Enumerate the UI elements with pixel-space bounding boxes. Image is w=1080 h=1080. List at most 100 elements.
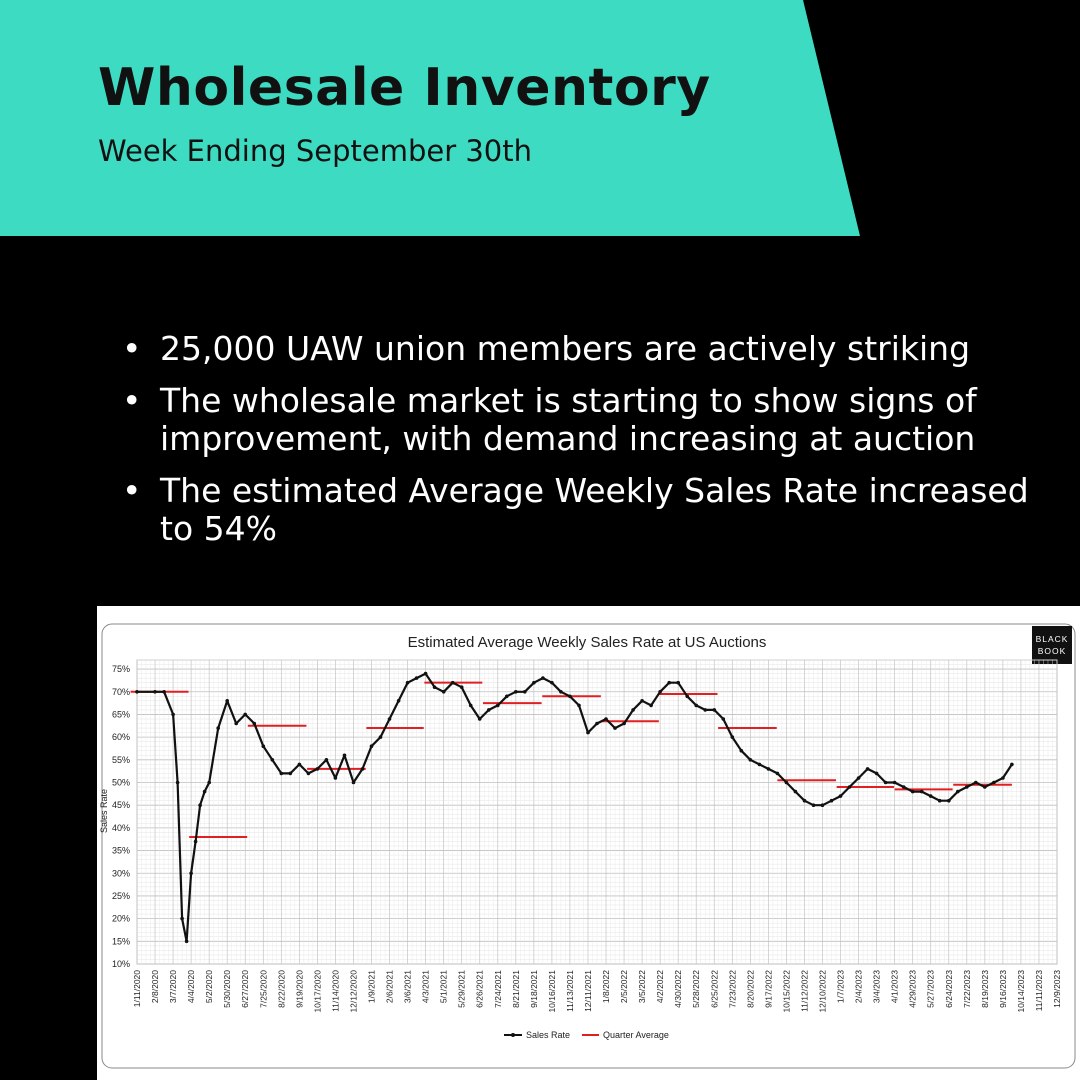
x-tick-label: 10/14/2023 bbox=[1016, 970, 1026, 1013]
x-tick-label: 3/6/2021 bbox=[403, 970, 413, 1003]
logo-box bbox=[1032, 626, 1072, 664]
legend-quarter-average-label: Quarter Average bbox=[603, 1030, 669, 1040]
sales-rate-point bbox=[450, 680, 455, 685]
x-tick-label: 1/9/2021 bbox=[367, 970, 377, 1003]
sales-rate-point bbox=[378, 735, 383, 739]
sales-rate-point bbox=[775, 771, 780, 776]
sales-rate-point bbox=[279, 771, 284, 776]
sales-rate-point bbox=[306, 771, 311, 776]
x-tick-label: 8/22/2020 bbox=[276, 970, 286, 1008]
x-tick-label: 5/29/2021 bbox=[457, 970, 467, 1008]
sales-rate-point bbox=[595, 721, 599, 726]
y-tick-label: 60% bbox=[112, 732, 130, 742]
sales-rate-point bbox=[171, 712, 175, 717]
sales-rate-point bbox=[225, 699, 229, 703]
sales-rate-point bbox=[333, 776, 338, 780]
x-tick-label: 7/23/2022 bbox=[727, 970, 737, 1008]
x-tick-label: 8/20/2022 bbox=[745, 970, 755, 1008]
chart-panel: Estimated Average Weekly Sales Rate at U… bbox=[97, 606, 1080, 1080]
sales-rate-point bbox=[396, 699, 401, 703]
y-tick-label: 35% bbox=[112, 846, 130, 856]
sales-rate-point bbox=[234, 721, 238, 726]
sales-rate-point bbox=[216, 726, 220, 730]
x-tick-label: 3/5/2022 bbox=[637, 970, 647, 1003]
sales-rate-point bbox=[658, 690, 662, 694]
x-tick-label: 6/25/2022 bbox=[709, 970, 719, 1008]
sales-rate-point bbox=[965, 785, 969, 789]
sales-rate-point bbox=[703, 708, 707, 712]
sales-rate-point bbox=[640, 699, 644, 703]
chart-title: Estimated Average Weekly Sales Rate at U… bbox=[408, 634, 767, 651]
banner-shape bbox=[0, 0, 860, 236]
x-tick-label: 9/16/2023 bbox=[998, 970, 1008, 1008]
y-tick-label: 65% bbox=[112, 709, 130, 719]
sales-rate-point bbox=[414, 676, 419, 680]
sales-rate-point bbox=[829, 798, 834, 803]
y-tick-label: 20% bbox=[112, 914, 130, 924]
x-tick-label: 5/27/2023 bbox=[926, 970, 936, 1008]
bullet-item: The estimated Average Weekly Sales Rate … bbox=[122, 472, 1072, 548]
sales-rate-point bbox=[622, 721, 626, 726]
x-axis: 1/11/2020 2/8/2020 3/7/2020 4/4/2020 5/2/202… bbox=[132, 970, 1062, 1013]
sales-rate-point bbox=[757, 762, 762, 767]
x-tick-label: 6/26/2021 bbox=[475, 970, 485, 1008]
x-tick-label: 12/12/2020 bbox=[348, 970, 358, 1013]
header-banner bbox=[0, 0, 860, 236]
x-tick-label: 6/24/2023 bbox=[944, 970, 954, 1008]
x-tick-label: 4/4/2020 bbox=[186, 970, 196, 1003]
sales-rate-point bbox=[901, 785, 906, 789]
sales-rate-point bbox=[820, 803, 825, 807]
sales-rate-point bbox=[207, 780, 211, 785]
sales-rate-point bbox=[541, 676, 545, 680]
sales-rate-point bbox=[712, 708, 717, 712]
x-tick-label: 4/29/2023 bbox=[908, 970, 918, 1008]
sales-rate-point bbox=[487, 708, 491, 712]
grid bbox=[136, 659, 1058, 965]
sales-rate-point bbox=[288, 771, 293, 776]
sales-rate-point bbox=[802, 798, 807, 803]
sales-rate-point bbox=[983, 785, 987, 789]
y-tick-label: 75% bbox=[112, 664, 130, 674]
sales-rate-point bbox=[956, 789, 960, 794]
sales-rate-point bbox=[477, 717, 482, 721]
quarter-average-series bbox=[130, 681, 1012, 838]
sales-rate-point bbox=[838, 794, 843, 798]
x-tick-label: 7/24/2021 bbox=[493, 970, 503, 1008]
sales-rate-point bbox=[577, 703, 581, 708]
sales-rate-point bbox=[405, 680, 410, 685]
sales-rate-point bbox=[514, 690, 518, 694]
x-tick-label: 11/12/2022 bbox=[799, 970, 809, 1012]
sales-rate-point bbox=[369, 744, 374, 748]
sales-rate-point bbox=[523, 690, 527, 694]
sales-rate-point bbox=[559, 690, 563, 694]
sales-rate-point bbox=[937, 798, 942, 803]
y-tick-label: 70% bbox=[112, 687, 130, 697]
sales-rate-point bbox=[441, 690, 446, 694]
sales-rate-point bbox=[793, 789, 798, 794]
sales-rate-point bbox=[360, 767, 365, 771]
y-tick-label: 15% bbox=[112, 936, 130, 946]
sales-rate-point bbox=[252, 721, 257, 726]
sales-rate-point bbox=[748, 758, 753, 762]
sales-rate-point bbox=[928, 794, 933, 798]
sales-rate-point bbox=[856, 776, 861, 780]
x-tick-label: 8/21/2021 bbox=[511, 970, 521, 1008]
sales-rate-point bbox=[847, 785, 852, 789]
y-axis-label: Sales Rate bbox=[99, 789, 109, 833]
sales-rate-point bbox=[198, 803, 202, 807]
x-tick-label: 10/17/2020 bbox=[312, 970, 322, 1013]
x-tick-label: 1/11/2020 bbox=[132, 970, 142, 1007]
x-tick-label: 11/14/2020 bbox=[330, 970, 340, 1012]
bullet-list: 25,000 UAW union members are actively st… bbox=[122, 330, 1072, 562]
sales-rate-point bbox=[721, 717, 726, 721]
logo-line-1: BLACK bbox=[1036, 634, 1069, 644]
sales-rate-point bbox=[180, 916, 184, 921]
sales-rate-point bbox=[496, 703, 500, 708]
sales-rate-point bbox=[892, 780, 897, 785]
sales-rate-point bbox=[202, 789, 207, 794]
x-tick-label: 11/11/2023 bbox=[1034, 970, 1044, 1012]
sales-rate-point bbox=[874, 771, 879, 776]
x-tick-label: 9/18/2021 bbox=[529, 970, 539, 1008]
sales-rate-point bbox=[153, 690, 157, 694]
sales-rate-chart: Estimated Average Weekly Sales Rate at U… bbox=[97, 606, 1080, 1080]
